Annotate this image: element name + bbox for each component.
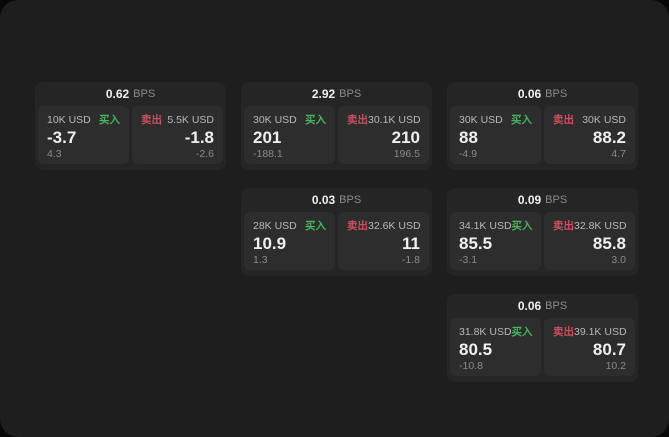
buy-side-label: 买入 [511,220,533,232]
buy-tile[interactable]: 30K USD 买入 201 -188.1 [244,106,335,164]
sell-delta: 4.7 [611,147,626,160]
sell-delta: 10.2 [605,359,626,372]
quote-tiles: 30K USD 买入 201 -188.1 卖出 30.1K USD 210 1… [244,106,429,164]
quote-card: 0.62 BPS 10K USD 买入 -3.7 4.3 卖出 5.5K USD… [35,82,226,170]
sell-delta: 3.0 [611,253,626,266]
buy-tile[interactable]: 34.1K USD 买入 85.5 -3.1 [450,212,541,270]
buy-tile[interactable]: 30K USD 买入 88 -4.9 [450,106,541,164]
buy-price: 85.5 [459,234,493,254]
card-header: 0.62 BPS [35,82,226,106]
sell-tile[interactable]: 卖出 30K USD 88.2 4.7 [544,106,635,164]
card-header: 0.06 BPS [447,82,638,106]
quote-card: 2.92 BPS 30K USD 买入 201 -188.1 卖出 30.1K … [241,82,432,170]
sell-delta: -1.8 [401,253,420,266]
quote-tiles: 30K USD 买入 88 -4.9 卖出 30K USD 88.2 4.7 [450,106,635,164]
buy-price: 10.9 [253,234,287,254]
sell-tile[interactable]: 卖出 32.6K USD 11 -1.8 [338,212,429,270]
sell-side-label: 卖出 [347,114,368,126]
buy-side-label: 买入 [99,114,120,126]
buy-tile[interactable]: 28K USD 买入 10.9 1.3 [244,212,335,270]
sell-tile[interactable]: 卖出 5.5K USD -1.8 -2.6 [132,106,223,164]
buy-delta: -188.1 [253,147,283,160]
buy-side-label: 买入 [305,114,326,126]
sell-side-label: 卖出 [553,326,574,338]
quote-tiles: 28K USD 买入 10.9 1.3 卖出 32.6K USD 11 -1.8 [244,212,429,270]
spread-value: 2.92 [311,87,336,101]
quote-tiles: 31.8K USD 买入 80.5 -10.8 卖出 39.1K USD 80.… [450,318,635,376]
buy-price: 88 [459,128,478,148]
buy-price: -3.7 [47,128,77,148]
sell-side-label: 卖出 [553,220,574,232]
card-header: 0.03 BPS [241,188,432,212]
card-header: 0.06 BPS [447,294,638,318]
spread-unit-label: BPS [545,194,568,206]
quote-card: 0.06 BPS 31.8K USD 买入 80.5 -10.8 卖出 39.1… [447,294,638,382]
buy-side-label: 买入 [511,326,533,338]
sell-tile[interactable]: 卖出 39.1K USD 80.7 10.2 [544,318,635,376]
quote-card: 0.03 BPS 28K USD 买入 10.9 1.3 卖出 32.6K US… [241,188,432,276]
spread-unit-label: BPS [133,88,156,100]
spread-unit-label: BPS [339,194,362,206]
sell-delta: -2.6 [195,147,214,160]
sell-price: -1.8 [184,128,214,148]
sell-side-label: 卖出 [141,114,162,126]
buy-delta: -4.9 [459,147,478,160]
quote-tiles: 10K USD 买入 -3.7 4.3 卖出 5.5K USD -1.8 -2.… [38,106,223,164]
buy-tile[interactable]: 31.8K USD 买入 80.5 -10.8 [450,318,541,376]
buy-amount: 30K USD [459,113,503,126]
sell-amount: 32.8K USD [574,219,627,232]
buy-delta: -10.8 [459,359,483,372]
buy-delta: -3.1 [459,253,478,266]
spread-unit-label: BPS [545,88,568,100]
quote-card: 0.09 BPS 34.1K USD 买入 85.5 -3.1 卖出 32.8K… [447,188,638,276]
spread-value: 0.03 [311,193,336,207]
card-header: 0.09 BPS [447,188,638,212]
quote-card: 0.06 BPS 30K USD 买入 88 -4.9 卖出 30K USD 8… [447,82,638,170]
sell-amount: 30K USD [582,113,626,126]
buy-tile[interactable]: 10K USD 买入 -3.7 4.3 [38,106,129,164]
sell-side-label: 卖出 [347,220,368,232]
sell-amount: 32.6K USD [368,219,421,232]
quote-tiles: 34.1K USD 买入 85.5 -3.1 卖出 32.8K USD 85.8… [450,212,635,270]
card-header: 2.92 BPS [241,82,432,106]
buy-amount: 34.1K USD [459,219,512,232]
buy-price: 201 [253,128,282,148]
spread-unit-label: BPS [545,300,568,312]
spread-unit-label: BPS [339,88,362,100]
buy-amount: 10K USD [47,113,91,126]
sell-amount: 30.1K USD [368,113,421,126]
sell-delta: 196.5 [393,147,420,160]
sell-price: 85.8 [592,234,626,254]
sell-price: 80.7 [592,340,626,360]
sell-tile[interactable]: 卖出 32.8K USD 85.8 3.0 [544,212,635,270]
buy-amount: 31.8K USD [459,325,512,338]
spread-value: 0.62 [105,87,130,101]
buy-side-label: 买入 [305,220,326,232]
buy-amount: 30K USD [253,113,297,126]
spread-value: 0.06 [517,87,542,101]
sell-side-label: 卖出 [553,114,574,126]
sell-price: 11 [402,234,420,254]
buy-side-label: 买入 [511,114,532,126]
buy-delta: 1.3 [253,253,268,266]
spread-value: 0.06 [517,299,542,313]
buy-delta: 4.3 [47,147,62,160]
sell-tile[interactable]: 卖出 30.1K USD 210 196.5 [338,106,429,164]
sell-price: 210 [391,128,420,148]
sell-amount: 39.1K USD [574,325,627,338]
sell-amount: 5.5K USD [167,113,214,126]
spread-value: 0.09 [517,193,542,207]
buy-price: 80.5 [459,340,493,360]
sell-price: 88.2 [592,128,626,148]
buy-amount: 28K USD [253,219,297,232]
